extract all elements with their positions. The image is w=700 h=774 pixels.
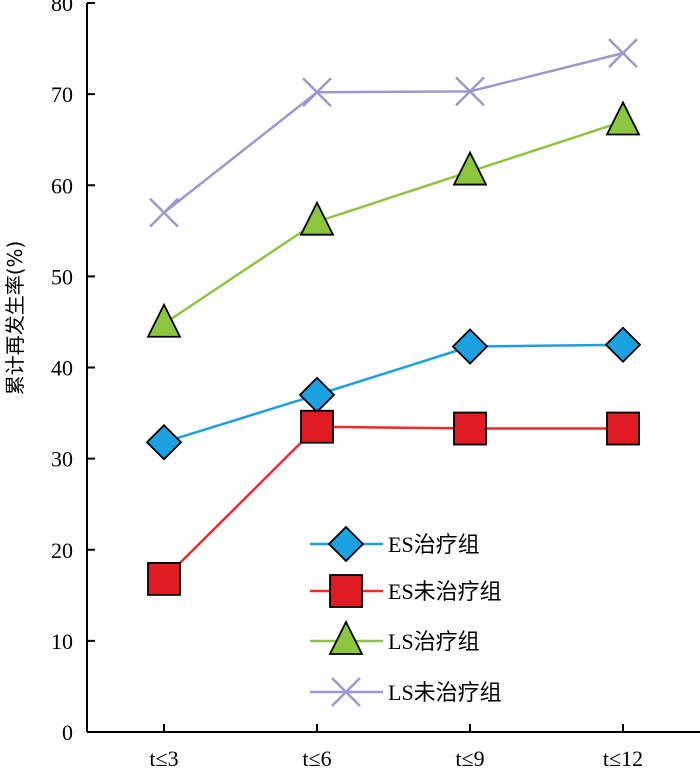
y-tick-label: 40 <box>51 356 73 381</box>
data-point-square <box>300 409 334 444</box>
axes: 0 10 20 30 40 50 60 70 80 t≤3 t≤6 t≤9 t≤12 <box>51 0 700 771</box>
series-3 <box>146 100 641 338</box>
series-layer <box>145 38 642 596</box>
data-point-diamond <box>298 376 336 414</box>
legend-item: ES治疗组 <box>310 525 480 563</box>
y-tick-label: 70 <box>51 82 73 107</box>
y-tick-label: 10 <box>51 629 73 654</box>
data-point-x <box>302 77 332 108</box>
legend: ES治疗组 ES未治疗组 LS治疗组 LS未治疗组 <box>310 525 502 707</box>
data-point-square <box>147 562 181 596</box>
data-point-square <box>453 411 487 446</box>
data-point-triangle <box>299 200 335 236</box>
data-point-x <box>608 38 638 69</box>
series-line <box>163 425 623 580</box>
data-point-triangle <box>452 150 488 186</box>
legend-marker-x <box>331 677 361 707</box>
x-tick-label: t≤9 <box>455 746 484 771</box>
x-tick-label: t≤6 <box>302 746 331 771</box>
legend-label: ES治疗组 <box>388 532 480 557</box>
legend-marker-diamond <box>327 525 365 563</box>
legend-label: ES未治疗组 <box>388 579 502 604</box>
data-point-x <box>149 197 179 228</box>
series-line <box>163 51 624 214</box>
series-line <box>163 120 624 325</box>
legend-marker-triangle <box>328 619 364 655</box>
y-tick-label: 50 <box>51 264 73 289</box>
series-line <box>163 343 624 444</box>
y-tick-label: 30 <box>51 447 73 472</box>
y-tick-label: 20 <box>51 538 73 563</box>
legend-item: LS治疗组 <box>310 619 480 655</box>
y-tick-label: 0 <box>62 720 73 745</box>
data-point-diamond <box>145 423 183 461</box>
y-axis-label: 累计再发生率(%) <box>3 241 27 396</box>
legend-label: LS未治疗组 <box>388 680 502 705</box>
data-point-triangle <box>605 100 641 136</box>
y-tick-label: 60 <box>51 173 73 198</box>
data-point-x <box>455 76 485 107</box>
series-2 <box>147 409 640 596</box>
legend-item: LS未治疗组 <box>310 677 502 707</box>
y-tick-label: 80 <box>51 0 73 16</box>
series-4 <box>149 38 638 228</box>
data-point-diamond <box>604 326 642 363</box>
x-tick-label: t≤3 <box>149 746 178 771</box>
data-point-triangle <box>146 302 182 338</box>
series-1 <box>145 326 642 461</box>
legend-marker-square <box>329 574 363 608</box>
data-point-diamond <box>451 328 489 365</box>
legend-label: LS治疗组 <box>388 629 480 654</box>
x-tick-label: t≤12 <box>603 746 643 771</box>
data-point-square <box>606 411 640 446</box>
legend-item: ES未治疗组 <box>310 574 502 608</box>
